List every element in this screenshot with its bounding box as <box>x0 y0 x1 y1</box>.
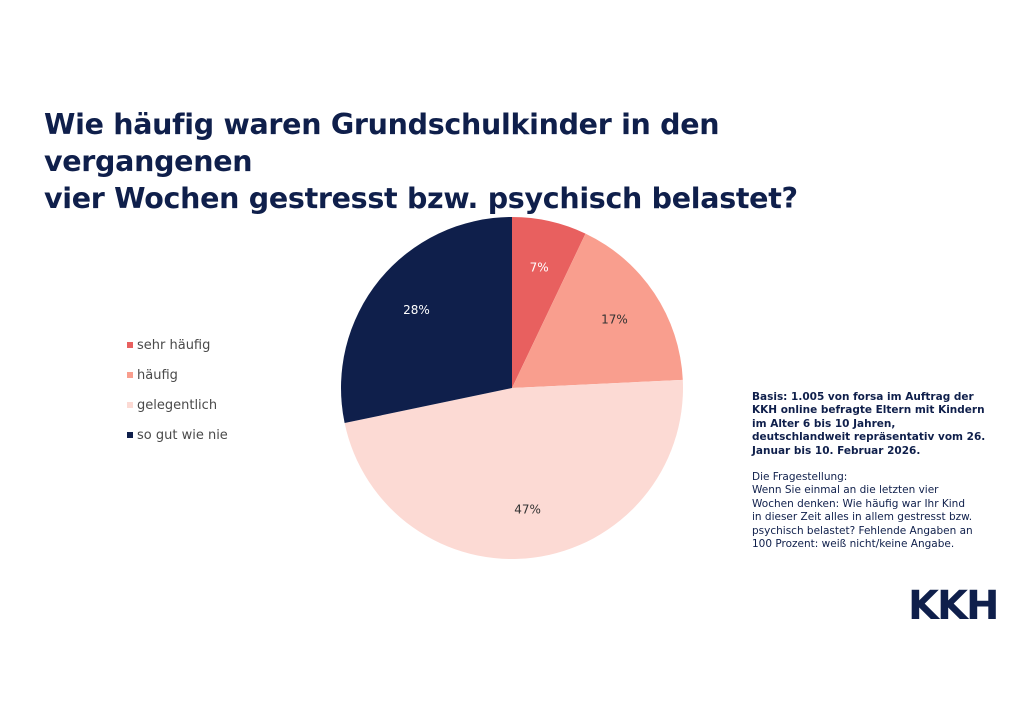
kkh-logo: KKH <box>908 583 999 629</box>
legend-swatch-gelegentlich <box>127 402 133 408</box>
basis-line: deutschlandweit repräsentativ vom 26. <box>752 431 986 444</box>
legend-swatch-sehr-haeufig <box>127 342 133 348</box>
chart-title: Wie häufig waren Grundschulkinder in den… <box>44 106 904 217</box>
basis-line: im Alter 6 bis 10 Jahren, <box>752 417 896 430</box>
legend-item-haeufig: häufig <box>127 360 228 390</box>
legend-label-gelegentlich: gelegentlich <box>137 397 218 413</box>
pie-label-sehr-haeufig: 7% <box>530 260 549 274</box>
pie-label-haeufig: 17% <box>601 312 628 326</box>
pie-label-so-gut-wie-nie: 28% <box>403 303 430 317</box>
chart-title-line-2: vier Wochen gestresst bzw. psychisch bel… <box>44 182 798 215</box>
legend-item-gelegentlich: gelegentlich <box>127 390 228 420</box>
legend-swatch-haeufig <box>127 372 133 378</box>
basis-line: Januar bis 10. Februar 2026. <box>752 444 921 457</box>
question-line: Wenn Sie einmal an die letzten vier <box>752 484 939 497</box>
legend-swatch-so-gut-wie-nie <box>127 432 133 438</box>
basis-line: Basis: 1.005 von forsa im Auftrag der <box>752 391 974 403</box>
pie-label-gelegentlich: 47% <box>514 503 541 517</box>
question-line: Die Fragestellung: <box>752 471 848 484</box>
methodology-note: Basis: 1.005 von forsa im Auftrag der KK… <box>752 391 992 551</box>
question-note: Die Fragestellung: Wenn Sie einmal an di… <box>752 471 992 551</box>
pie-slice-gelegentlich <box>344 379 684 560</box>
question-line: psychisch belastet? Fehlende Angaben an <box>752 524 973 537</box>
pie-slice-so-gut-wie-nie <box>341 217 512 424</box>
legend-label-haeufig: häufig <box>137 367 178 383</box>
chart-legend: sehr häufig häufig gelegentlich so gut w… <box>127 330 228 450</box>
question-line: in dieser Zeit alles in allem gestresst … <box>752 511 973 524</box>
pie-slice-haeufig <box>512 233 683 388</box>
legend-item-so-gut-wie-nie: so gut wie nie <box>127 420 228 450</box>
basis-line: KKH online befragte Eltern mit Kindern <box>752 404 985 417</box>
chart-title-line-1: Wie häufig waren Grundschulkinder in den… <box>44 108 720 178</box>
basis-note: Basis: 1.005 von forsa im Auftrag der KK… <box>752 391 992 458</box>
legend-label-sehr-haeufig: sehr häufig <box>137 337 211 353</box>
question-line: Wochen denken: Wie häufig war Ihr Kind <box>752 497 965 510</box>
legend-label-so-gut-wie-nie: so gut wie nie <box>137 427 228 443</box>
question-line: 100 Prozent: weiß nicht/keine Angabe. <box>752 538 955 551</box>
pie-slice-sehr-haeufig <box>512 217 586 388</box>
legend-item-sehr-haeufig: sehr häufig <box>127 330 228 360</box>
